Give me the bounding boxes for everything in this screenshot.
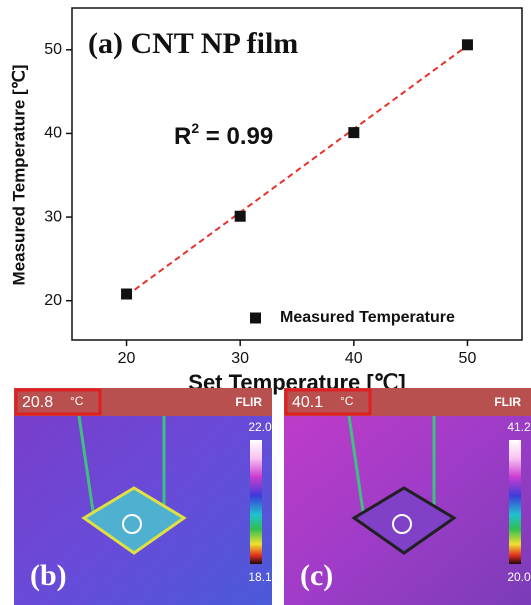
annotation-sup: 2 [191,120,199,136]
y-tick-label: 40 [44,125,62,142]
legend-marker [250,312,261,324]
x-tick-label: 50 [459,350,477,367]
panel-label: (b) [30,559,67,592]
thermal-wall [14,388,272,416]
reading: 40.1 [292,394,323,411]
plot-frame [71,7,523,341]
scale-max: 22.0 [248,420,272,434]
x-tick-label: 20 [118,350,136,367]
y-axis-label: Measured Temperature [℃] [9,65,28,286]
annotation: R2 = 0.99 [174,120,273,151]
y-tick-label: 50 [44,41,62,58]
reading-unit: °C [340,394,354,408]
fit-line [125,44,469,297]
color-scale [250,440,262,564]
crosshair [122,514,142,534]
scale-min: 18.1 [248,570,272,584]
y-tick-label: 20 [44,292,62,309]
y-tick-label: 30 [44,208,62,225]
annotation-rest: = 0.99 [199,123,273,150]
chart-title: (a) CNT NP film [88,27,298,60]
annotation-base: R [174,123,191,150]
reading-box [284,388,372,416]
color-scale [509,440,521,564]
point [461,39,473,51]
reading-box [14,388,102,416]
brand: FLIR [494,395,521,409]
reading: 20.8 [22,394,53,411]
sample [81,486,187,555]
panel-label: (c) [300,559,333,592]
point [121,288,133,300]
scale-max: 41.2 [507,420,531,434]
probe-wire [77,415,96,519]
thermal-wall [284,388,531,416]
scale-min: 20.0 [507,570,531,584]
crosshair [392,514,412,534]
thermal-panels: 20.8 °C FLIR 22.0 18.1 (b) 40.1 °C FLIR 41.2 20.0 (… [14,388,531,605]
x-tick-label: 30 [231,350,249,367]
x-tick-label: 40 [345,350,363,367]
sample [351,486,457,555]
probe-wire [347,415,366,519]
legend-label: Measured Temperature [280,309,455,326]
reading-unit: °C [70,394,84,408]
brand: FLIR [235,395,262,409]
point [348,127,360,139]
point [234,210,246,222]
